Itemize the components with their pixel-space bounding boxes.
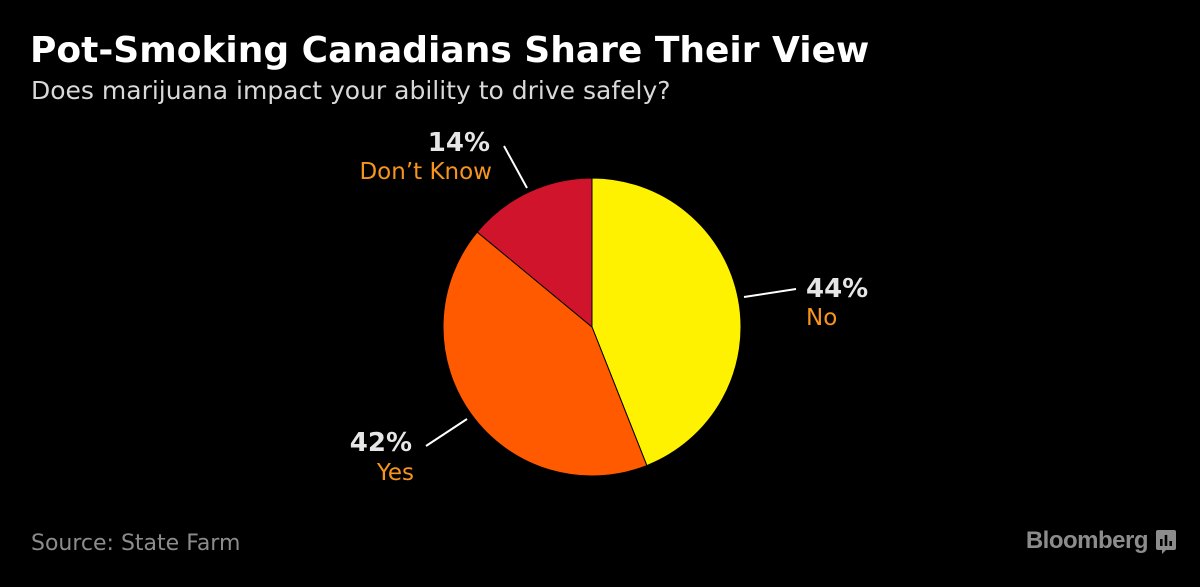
slice-yes-value: 42%: [349, 428, 412, 458]
chart-subtitle: Does marijuana impact your ability to dr…: [31, 76, 671, 105]
leader-line-yes: [425, 418, 468, 447]
bloomberg-terminal-icon: [1156, 530, 1176, 554]
slice-dont-know-label: Don’t Know: [359, 159, 492, 185]
slice-no-value: 44%: [806, 274, 869, 304]
leader-line-no: [743, 288, 797, 298]
slice-no-label: No: [806, 305, 838, 331]
slice-dont-know-value: 14%: [427, 128, 490, 158]
pie-slice-no: [591, 177, 742, 467]
brand-logo: Bloomberg: [1025, 527, 1149, 554]
chart-title: Pot-Smoking Canadians Share Their View: [30, 30, 870, 71]
pie-slice-yes: [442, 231, 648, 477]
source-note: Source: State Farm: [31, 531, 241, 556]
pie-slice-dont-know: [476, 177, 593, 329]
slice-yes-label: Yes: [376, 460, 414, 486]
leader-line-dont-know: [503, 145, 528, 189]
